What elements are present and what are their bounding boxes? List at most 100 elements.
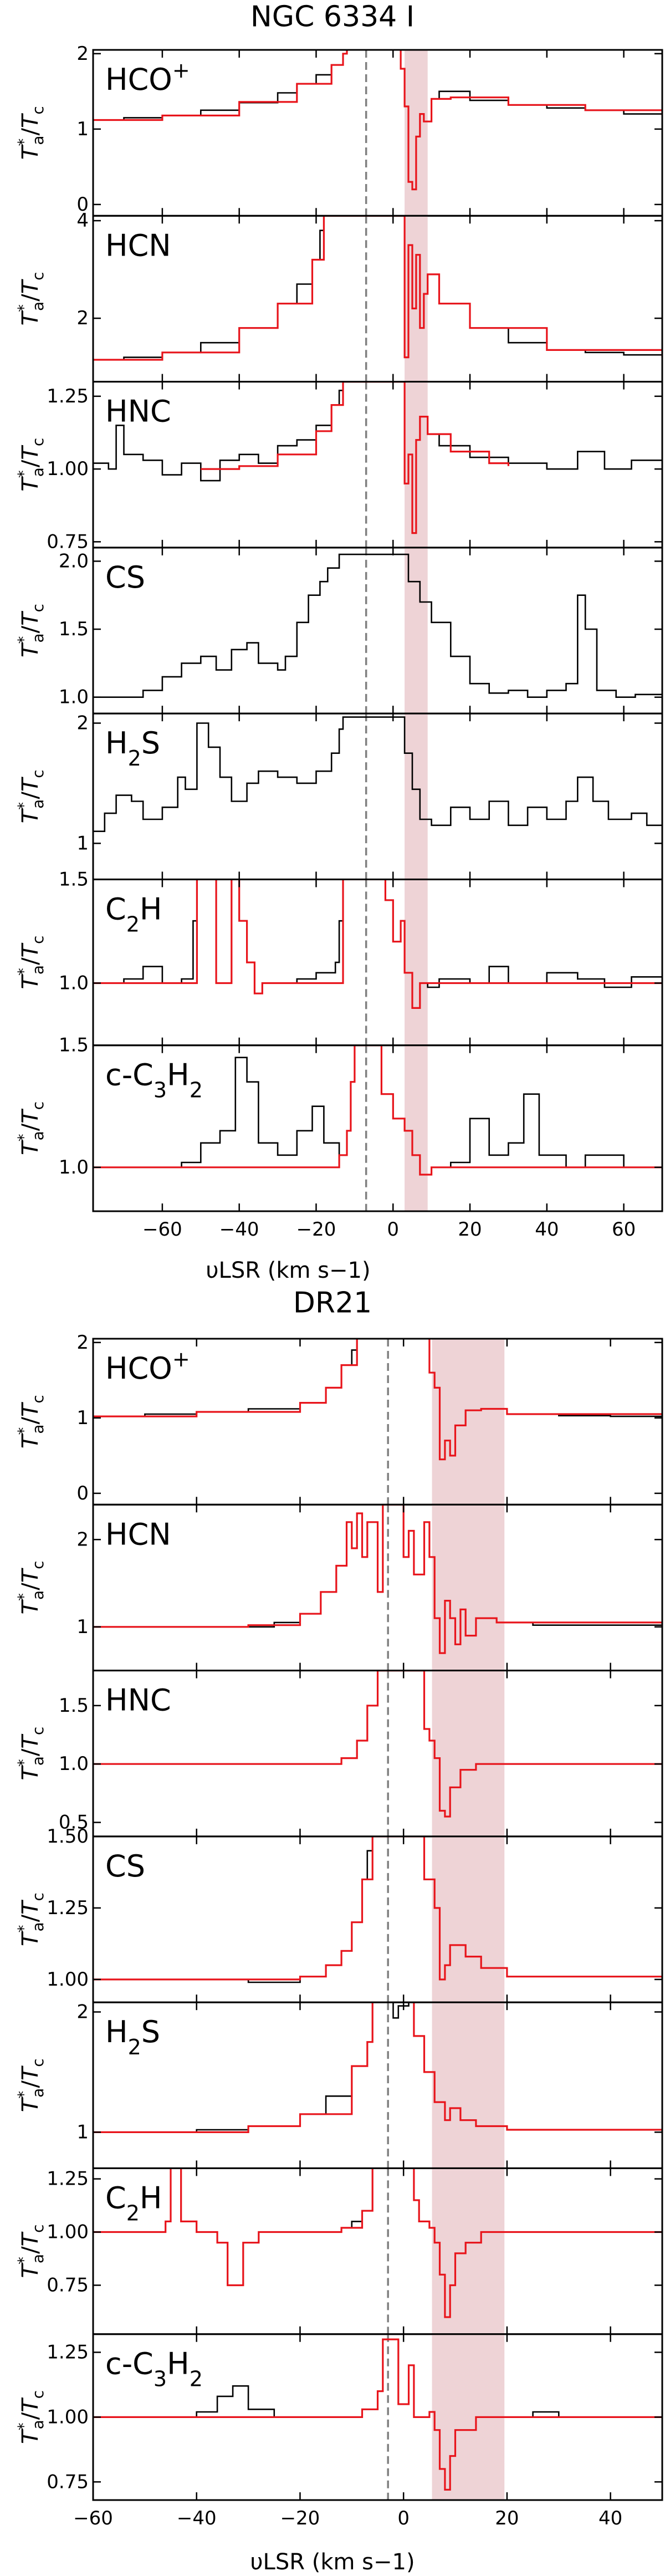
observed-spectrum — [93, 2002, 662, 2133]
y-tick-label: 1 — [76, 118, 89, 140]
y-axis-label: T*a/Tc — [14, 1727, 48, 1781]
y-tick-label: 1.00 — [47, 2406, 89, 2428]
y-tick-label: 2 — [76, 2001, 89, 2023]
y-axis-label: T*a/Tc — [14, 769, 48, 823]
x-tick-label: −60 — [73, 2507, 113, 2529]
x-tick-label: −40 — [177, 2507, 217, 2529]
model-spectrum — [93, 2002, 662, 2133]
y-tick-label: 1.5 — [59, 1034, 89, 1057]
model-spectrum — [93, 2168, 662, 2318]
y-tick-label: 1.00 — [47, 1968, 89, 1991]
panel-hcn: 1 2 HCN T*a/Tc — [14, 1503, 663, 1672]
x-axis-label: υLSR (km s−1) — [206, 1258, 370, 1283]
y-axis-label: T*a/Tc — [14, 604, 48, 657]
panel-hcoplus: 0 1 2 HCO+ T*a/Tc — [14, 1332, 663, 1506]
y-tick-label: 2.0 — [59, 550, 89, 572]
y-axis-label: T*a/Tc — [14, 2225, 48, 2278]
molecule-label: C2H — [105, 2180, 162, 2225]
spectra — [93, 2338, 662, 2491]
x-tick-label: 20 — [458, 1218, 482, 1241]
x-tick-label: 0 — [387, 1218, 399, 1241]
observed-spectrum — [93, 879, 662, 1009]
molecule-label: C2H — [105, 891, 162, 936]
velocity-band — [432, 1836, 505, 2003]
molecule-label: c-C3H2 — [105, 2347, 203, 2391]
spectra — [93, 1670, 662, 1818]
molecule-label: HCN — [105, 1517, 171, 1552]
model-spectrum — [93, 1836, 662, 1981]
y-tick-label: 2 — [76, 1332, 89, 1354]
panel-hnc: 0.75 1.00 1.25 HNC T*a/Tc — [14, 381, 663, 553]
y-tick-label: 1.00 — [47, 458, 89, 480]
x-tick-label: 20 — [495, 2507, 519, 2529]
model-spectrum — [93, 879, 662, 1009]
molecule-label: CS — [105, 1849, 145, 1884]
y-tick-label: 0.75 — [47, 530, 89, 553]
y-axis-label: T*a/Tc — [14, 1101, 48, 1155]
x-tick-label: −20 — [296, 1218, 336, 1241]
molecule-label: H2S — [105, 726, 160, 771]
y-tick-label: 1.0 — [59, 1156, 89, 1179]
velocity-band — [405, 1045, 428, 1211]
y-tick-label: 1.5 — [59, 868, 89, 890]
spectra — [93, 2168, 662, 2318]
spectra — [93, 1339, 662, 1461]
panel-c2h: 0.75 1.00 1.25 C2H T*a/Tc — [14, 2167, 663, 2335]
panel-h2s: 1 2 H2S T*a/Tc — [14, 712, 663, 880]
y-tick-label: 2 — [76, 43, 89, 65]
velocity-band — [432, 1339, 505, 1505]
model-spectrum — [93, 50, 662, 191]
panel-frame — [92, 2167, 663, 2335]
panel-h2s: 1 2 H2S T*a/Tc — [14, 2001, 663, 2169]
molecule-label: HNC — [105, 1683, 171, 1718]
observed-spectrum — [93, 381, 662, 534]
spectra — [93, 1045, 662, 1176]
y-tick-label: 1 — [76, 1616, 89, 1638]
panel-frame — [92, 2001, 663, 2169]
molecule-label: CS — [105, 560, 145, 595]
spectra — [93, 879, 662, 1009]
molecule-label: H2S — [105, 2014, 160, 2059]
y-tick-label: 1.5 — [59, 1695, 89, 1717]
panel-hcoplus: 0 1 2 HCO+ T*a/Tc — [14, 43, 663, 217]
molecule-label: HCO+ — [105, 58, 190, 97]
observed-spectrum — [93, 2168, 662, 2318]
molecule-label: c-C3H2 — [105, 1058, 203, 1103]
y-axis-label: T*a/Tc — [14, 936, 48, 989]
y-tick-label: 2 — [76, 1528, 89, 1550]
velocity-band — [405, 879, 428, 1045]
y-tick-label: 1.5 — [59, 618, 89, 640]
model-spectrum — [93, 1670, 662, 1818]
y-axis-label: T*a/Tc — [14, 2058, 48, 2112]
model-spectrum — [93, 1504, 662, 1654]
y-axis-label: T*a/Tc — [14, 106, 48, 160]
y-tick-label: 1.50 — [47, 1825, 89, 1848]
velocity-band — [432, 2002, 505, 2169]
panel-c-c3h2: 0.75 1.00 1.25 c-C3H2 T*a/Tc — [14, 2333, 663, 2501]
y-tick-label: 1.0 — [59, 972, 89, 994]
spectra — [93, 381, 662, 534]
x-tick-label: −20 — [280, 2507, 320, 2529]
spectra — [93, 716, 662, 832]
x-tick-label: −60 — [142, 1218, 182, 1241]
panel-frame — [92, 547, 663, 715]
panel-hnc: 0.5 1.0 1.5 HNC T*a/Tc — [14, 1670, 663, 1838]
y-axis-label: T*a/Tc — [14, 438, 48, 492]
model-spectrum — [201, 381, 509, 534]
y-axis-label: T*a/Tc — [14, 1395, 48, 1448]
molecule-label: HNC — [105, 394, 171, 429]
observed-spectrum — [93, 1045, 662, 1176]
panel-frame — [92, 878, 663, 1047]
panel-frame — [92, 712, 663, 880]
y-axis-label: T*a/Tc — [14, 2390, 48, 2444]
velocity-band — [405, 713, 428, 880]
y-tick-label: 4 — [76, 210, 89, 232]
chart-ngc6334i: NGC 6334 I υLSR (km s−1) 0 1 2 HCO+ T*a/Tc 2 4… — [14, 1, 663, 1283]
y-tick-label: 1 — [76, 2121, 89, 2143]
panel-c2h: 1.0 1.5 C2H T*a/Tc — [14, 868, 663, 1047]
model-spectrum — [93, 216, 662, 361]
panel-cs: 1.0 1.5 2.0 CS T*a/Tc — [14, 547, 663, 715]
y-axis-label: T*a/Tc — [14, 1893, 48, 1946]
spectra — [93, 553, 662, 698]
